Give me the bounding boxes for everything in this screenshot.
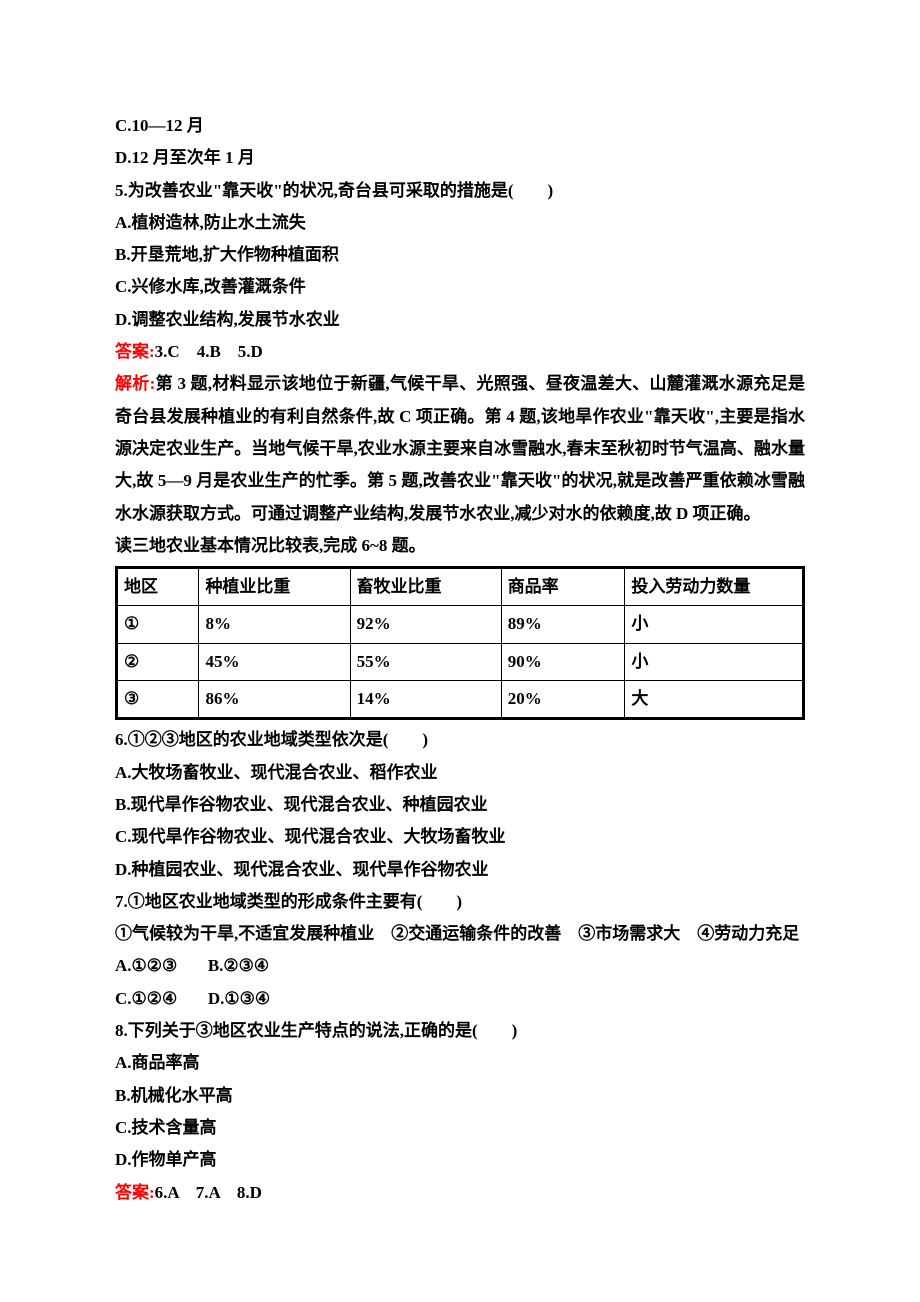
q8-option-d: D.作物单产高 bbox=[115, 1144, 805, 1176]
q8-stem-close: ) bbox=[512, 1021, 518, 1040]
q8-stem: 8.下列关于③地区农业生产特点的说法,正确的是() bbox=[115, 1015, 805, 1047]
q5-option-d: D.调整农业结构,发展节水农业 bbox=[115, 304, 805, 336]
q34-option-c: C.10—12 月 bbox=[115, 110, 805, 142]
explanation-1-text: 第 3 题,材料显示该地位于新疆,气候干旱、光照强、昼夜温差大、山麓灌溉水源充足… bbox=[115, 374, 805, 522]
table-header: 种植业比重 bbox=[199, 568, 350, 606]
comparison-table: 地区 种植业比重 畜牧业比重 商品率 投入劳动力数量 ① 8% 92% 89% … bbox=[115, 566, 805, 720]
answer-1: 答案:3.C 4.B 5.D bbox=[115, 336, 805, 368]
answer-2-text: 6.A 7.A 8.D bbox=[155, 1183, 262, 1202]
q5-stem-close: ) bbox=[548, 181, 554, 200]
table-cell: 小 bbox=[625, 643, 804, 680]
answer-1-text: 3.C 4.B 5.D bbox=[155, 342, 263, 361]
table-cell: 20% bbox=[501, 681, 625, 719]
table-cell: 14% bbox=[350, 681, 501, 719]
table-header: 商品率 bbox=[501, 568, 625, 606]
explanation-1-label: 解析: bbox=[115, 374, 155, 393]
q7-stem-text: 7.①地区农业地域类型的形成条件主要有( bbox=[115, 892, 422, 911]
table-row: ② 45% 55% 90% 小 bbox=[117, 643, 804, 680]
q8-option-c: C.技术含量高 bbox=[115, 1112, 805, 1144]
q5-option-c: C.兴修水库,改善灌溉条件 bbox=[115, 271, 805, 303]
table-cell: 8% bbox=[199, 606, 350, 643]
q7-conditions: ①气候较为干旱,不适宜发展种植业 ②交通运输条件的改善 ③市场需求大 ④劳动力充… bbox=[115, 918, 805, 950]
table-cell: 大 bbox=[625, 681, 804, 719]
answer-2: 答案:6.A 7.A 8.D bbox=[115, 1177, 805, 1209]
q7-options-row2: C.①②④ D.①③④ bbox=[115, 983, 805, 1015]
table-cell: ③ bbox=[117, 681, 199, 719]
table-header: 地区 bbox=[117, 568, 199, 606]
q6-stem-text: 6.①②③地区的农业地域类型依次是( bbox=[115, 730, 388, 749]
table-row: ① 8% 92% 89% 小 bbox=[117, 606, 804, 643]
table-cell: 小 bbox=[625, 606, 804, 643]
q6-stem: 6.①②③地区的农业地域类型依次是() bbox=[115, 724, 805, 756]
q6-option-a: A.大牧场畜牧业、现代混合农业、稻作农业 bbox=[115, 757, 805, 789]
table-cell: 45% bbox=[199, 643, 350, 680]
table-header: 投入劳动力数量 bbox=[625, 568, 804, 606]
q7-option-c: C.①②④ bbox=[115, 989, 177, 1008]
answer-1-label: 答案: bbox=[115, 342, 155, 361]
table-cell: ① bbox=[117, 606, 199, 643]
q5-stem: 5.为改善农业"靠天收"的状况,奇台县可采取的措施是() bbox=[115, 175, 805, 207]
q7-stem-close: ) bbox=[456, 892, 462, 911]
q5-stem-text: 5.为改善农业"靠天收"的状况,奇台县可采取的措施是( bbox=[115, 181, 514, 200]
table-intro: 读三地农业基本情况比较表,完成 6~8 题。 bbox=[115, 530, 805, 562]
q5-option-a: A.植树造林,防止水土流失 bbox=[115, 207, 805, 239]
explanation-1: 解析:第 3 题,材料显示该地位于新疆,气候干旱、光照强、昼夜温差大、山麓灌溉水… bbox=[115, 368, 805, 529]
q8-option-b: B.机械化水平高 bbox=[115, 1080, 805, 1112]
table-cell: 86% bbox=[199, 681, 350, 719]
q6-stem-close: ) bbox=[422, 730, 428, 749]
q6-option-d: D.种植园农业、现代混合农业、现代旱作谷物农业 bbox=[115, 854, 805, 886]
table-cell: ② bbox=[117, 643, 199, 680]
q6-option-c: C.现代旱作谷物农业、现代混合农业、大牧场畜牧业 bbox=[115, 821, 805, 853]
q7-options-row1: A.①②③ B.②③④ bbox=[115, 950, 805, 982]
q34-option-d: D.12 月至次年 1 月 bbox=[115, 142, 805, 174]
q6-option-b: B.现代旱作谷物农业、现代混合农业、种植园农业 bbox=[115, 789, 805, 821]
table-header: 畜牧业比重 bbox=[350, 568, 501, 606]
q7-option-a: A.①②③ bbox=[115, 956, 177, 975]
q8-option-a: A.商品率高 bbox=[115, 1047, 805, 1079]
table-row: ③ 86% 14% 20% 大 bbox=[117, 681, 804, 719]
table-cell: 92% bbox=[350, 606, 501, 643]
q7-option-b: B.②③④ bbox=[208, 956, 269, 975]
q7-option-d: D.①③④ bbox=[208, 989, 270, 1008]
table-cell: 90% bbox=[501, 643, 625, 680]
table-header-row: 地区 种植业比重 畜牧业比重 商品率 投入劳动力数量 bbox=[117, 568, 804, 606]
q7-stem: 7.①地区农业地域类型的形成条件主要有() bbox=[115, 886, 805, 918]
table-cell: 89% bbox=[501, 606, 625, 643]
answer-2-label: 答案: bbox=[115, 1183, 155, 1202]
q8-stem-text: 8.下列关于③地区农业生产特点的说法,正确的是( bbox=[115, 1021, 478, 1040]
table-cell: 55% bbox=[350, 643, 501, 680]
q5-option-b: B.开垦荒地,扩大作物种植面积 bbox=[115, 239, 805, 271]
